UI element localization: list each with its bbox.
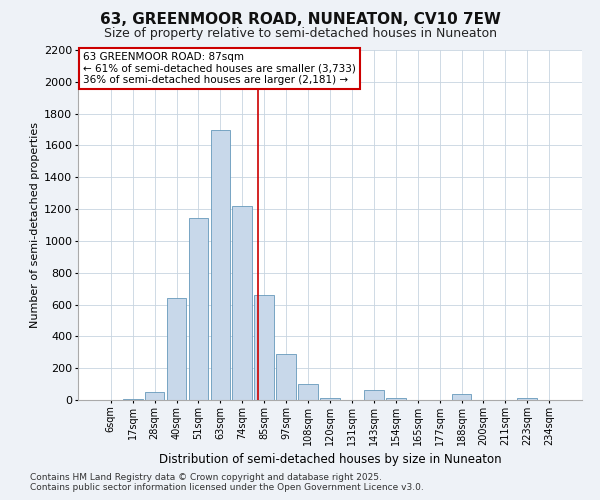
Bar <box>145 392 164 400</box>
Text: 63 GREENMOOR ROAD: 87sqm
← 61% of semi-detached houses are smaller (3,733)
36% o: 63 GREENMOOR ROAD: 87sqm ← 61% of semi-d… <box>83 52 356 85</box>
Bar <box>517 398 537 400</box>
Bar <box>276 354 296 400</box>
Bar <box>320 398 340 400</box>
Y-axis label: Number of semi-detached properties: Number of semi-detached properties <box>30 122 40 328</box>
Bar <box>232 206 252 400</box>
Bar <box>452 394 472 400</box>
Bar <box>188 218 208 400</box>
Bar <box>254 295 274 400</box>
Text: Size of property relative to semi-detached houses in Nuneaton: Size of property relative to semi-detach… <box>104 28 497 40</box>
Bar <box>386 398 406 400</box>
Text: Contains HM Land Registry data © Crown copyright and database right 2025.
Contai: Contains HM Land Registry data © Crown c… <box>30 473 424 492</box>
Text: 63, GREENMOOR ROAD, NUNEATON, CV10 7EW: 63, GREENMOOR ROAD, NUNEATON, CV10 7EW <box>100 12 500 28</box>
Bar <box>364 390 384 400</box>
Bar <box>211 130 230 400</box>
Bar <box>123 399 143 400</box>
Bar <box>298 384 318 400</box>
Bar <box>167 298 187 400</box>
X-axis label: Distribution of semi-detached houses by size in Nuneaton: Distribution of semi-detached houses by … <box>158 454 502 466</box>
